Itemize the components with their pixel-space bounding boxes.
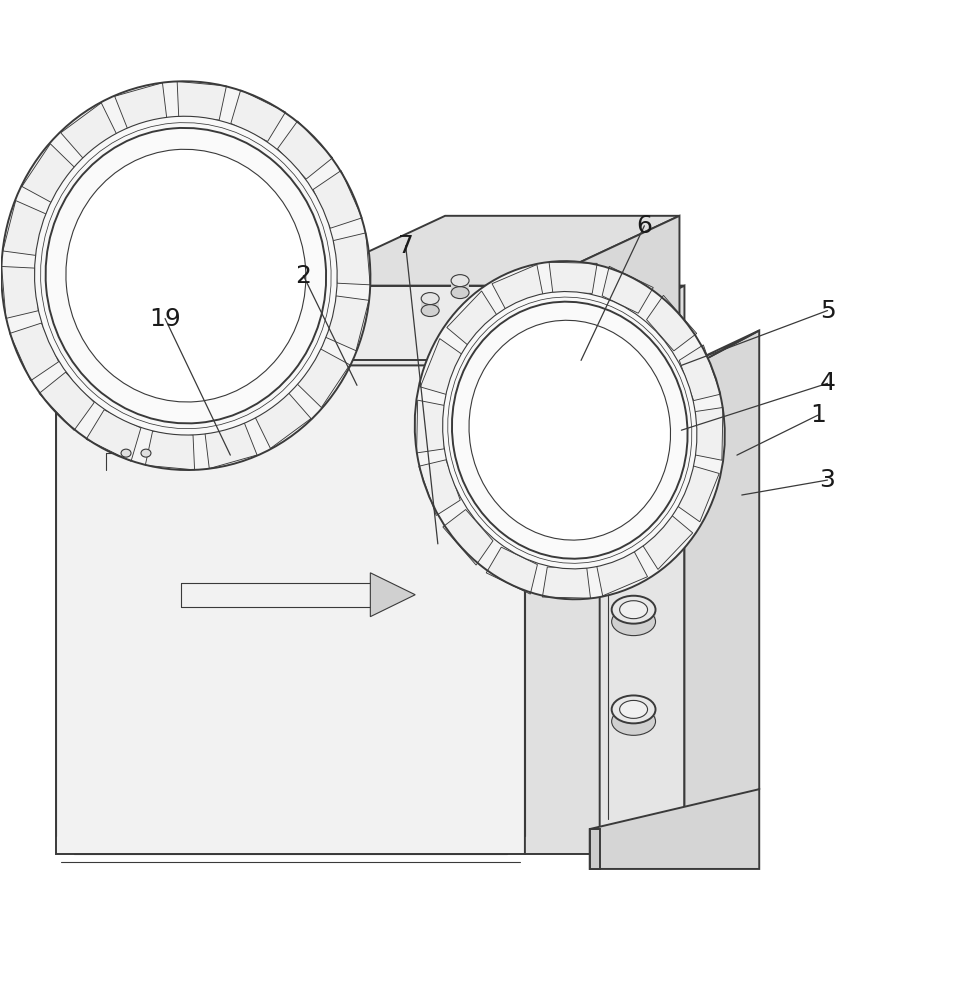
- Text: 19: 19: [149, 307, 181, 331]
- Polygon shape: [530, 216, 679, 360]
- Ellipse shape: [121, 449, 131, 457]
- Polygon shape: [86, 410, 141, 461]
- Ellipse shape: [421, 293, 439, 305]
- Text: 6: 6: [636, 214, 653, 238]
- Ellipse shape: [451, 275, 469, 287]
- Polygon shape: [421, 299, 439, 311]
- Polygon shape: [487, 547, 537, 594]
- Text: 3: 3: [820, 468, 835, 492]
- Polygon shape: [600, 370, 685, 829]
- Polygon shape: [61, 103, 116, 158]
- Polygon shape: [3, 201, 46, 255]
- Polygon shape: [333, 233, 370, 285]
- Polygon shape: [676, 466, 719, 522]
- Ellipse shape: [452, 302, 688, 559]
- Polygon shape: [314, 171, 362, 228]
- Ellipse shape: [469, 320, 670, 540]
- Ellipse shape: [612, 596, 656, 624]
- Text: 1: 1: [810, 403, 826, 427]
- Ellipse shape: [612, 707, 656, 735]
- Text: 2: 2: [295, 264, 312, 288]
- Polygon shape: [590, 789, 759, 869]
- Text: 4: 4: [820, 371, 835, 395]
- Polygon shape: [296, 286, 530, 360]
- Ellipse shape: [612, 608, 656, 636]
- Polygon shape: [590, 829, 600, 869]
- Polygon shape: [370, 573, 415, 617]
- Polygon shape: [57, 365, 525, 854]
- Ellipse shape: [612, 496, 656, 524]
- Polygon shape: [525, 286, 685, 854]
- Ellipse shape: [1, 81, 370, 470]
- Ellipse shape: [141, 449, 151, 457]
- Polygon shape: [296, 216, 679, 286]
- Polygon shape: [443, 510, 493, 565]
- Polygon shape: [597, 550, 648, 596]
- Ellipse shape: [421, 305, 439, 317]
- Polygon shape: [146, 431, 194, 470]
- Polygon shape: [416, 400, 446, 453]
- Ellipse shape: [415, 261, 725, 599]
- Ellipse shape: [451, 287, 469, 299]
- Ellipse shape: [34, 116, 337, 435]
- Polygon shape: [612, 510, 656, 522]
- Polygon shape: [419, 460, 460, 515]
- Polygon shape: [297, 349, 350, 408]
- Ellipse shape: [544, 451, 552, 459]
- Polygon shape: [602, 266, 654, 313]
- Ellipse shape: [46, 128, 326, 423]
- Polygon shape: [492, 265, 543, 310]
- Polygon shape: [57, 286, 685, 365]
- Polygon shape: [549, 262, 597, 293]
- Ellipse shape: [612, 508, 656, 536]
- Polygon shape: [114, 83, 167, 129]
- Polygon shape: [612, 709, 656, 721]
- Polygon shape: [205, 423, 257, 469]
- Polygon shape: [642, 514, 693, 569]
- Polygon shape: [39, 372, 94, 430]
- Polygon shape: [695, 407, 723, 460]
- Polygon shape: [177, 81, 227, 120]
- Text: 7: 7: [398, 234, 413, 258]
- Polygon shape: [21, 144, 74, 203]
- Polygon shape: [10, 323, 59, 381]
- Polygon shape: [685, 330, 759, 829]
- Polygon shape: [2, 266, 38, 318]
- Polygon shape: [679, 345, 721, 401]
- Ellipse shape: [612, 695, 656, 723]
- Polygon shape: [612, 610, 656, 622]
- Polygon shape: [255, 393, 311, 448]
- Polygon shape: [325, 296, 369, 351]
- Polygon shape: [600, 330, 759, 410]
- Polygon shape: [231, 90, 285, 141]
- Polygon shape: [420, 339, 463, 395]
- Polygon shape: [451, 281, 469, 293]
- Ellipse shape: [619, 501, 648, 519]
- Ellipse shape: [619, 700, 648, 718]
- Text: 5: 5: [820, 299, 835, 323]
- Ellipse shape: [544, 471, 552, 479]
- Polygon shape: [647, 295, 697, 351]
- Polygon shape: [446, 291, 497, 346]
- Polygon shape: [277, 121, 332, 179]
- Polygon shape: [542, 567, 590, 598]
- Ellipse shape: [443, 292, 697, 569]
- Ellipse shape: [541, 426, 549, 434]
- Ellipse shape: [65, 149, 306, 402]
- Ellipse shape: [619, 601, 648, 619]
